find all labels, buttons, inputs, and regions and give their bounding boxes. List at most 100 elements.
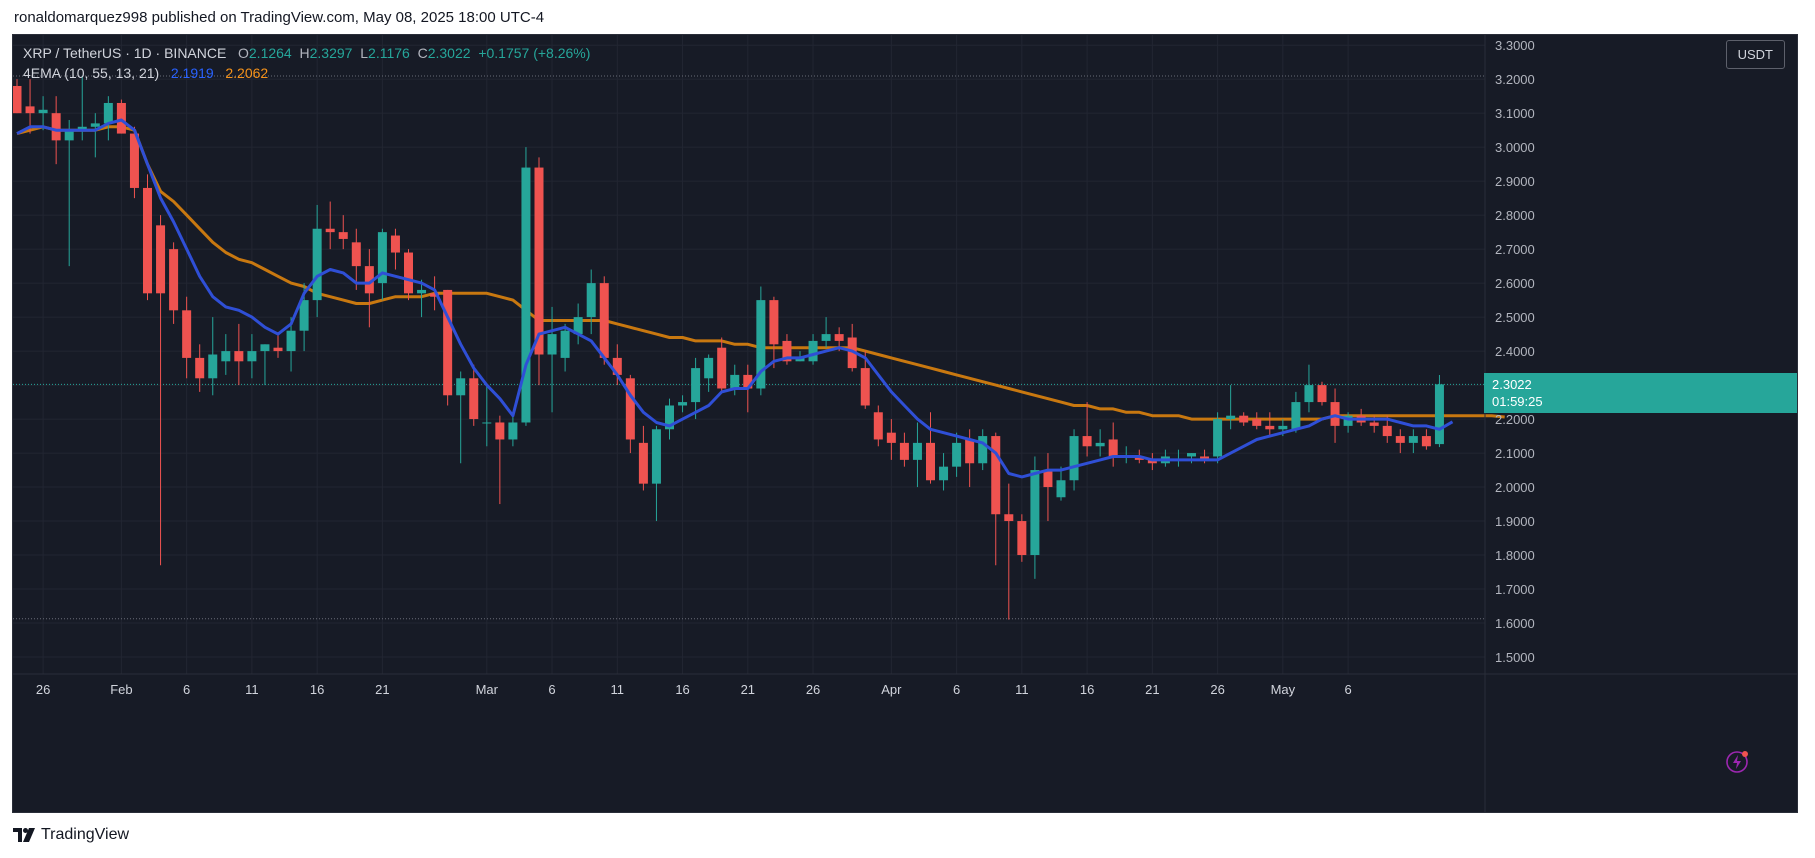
candle bbox=[795, 351, 805, 362]
candle-body bbox=[586, 283, 596, 318]
candle-body bbox=[1252, 419, 1262, 426]
candle bbox=[508, 412, 518, 447]
candle bbox=[1356, 408, 1366, 426]
candle-body bbox=[1421, 436, 1431, 447]
candle-body bbox=[665, 405, 674, 430]
candle bbox=[1213, 412, 1223, 464]
legend-symbol[interactable]: XRP / TetherUS · 1D · BINANCE bbox=[23, 45, 227, 61]
candle-body bbox=[64, 130, 74, 141]
legend-open-label: O bbox=[238, 45, 249, 61]
last-price: 2.3022 bbox=[1492, 377, 1532, 393]
candle-body bbox=[404, 252, 413, 294]
candle bbox=[651, 425, 661, 522]
candle bbox=[1265, 412, 1275, 437]
candle-body bbox=[1226, 415, 1236, 420]
candle-body bbox=[351, 242, 361, 267]
lightning-icon[interactable] bbox=[1725, 750, 1749, 774]
candle bbox=[234, 323, 244, 386]
candle-body bbox=[1082, 436, 1092, 447]
candle-body bbox=[691, 368, 701, 403]
chart-panel[interactable]: 1.5000 1.6000 1.7000 1.8000 1.9000 2.0000 2.10… bbox=[12, 34, 1798, 813]
ema-fast-path bbox=[16, 118, 1454, 479]
candle bbox=[64, 119, 74, 267]
ema-fast-value: 2.1919 bbox=[170, 65, 214, 81]
legend-low-label: L bbox=[360, 45, 369, 61]
candle bbox=[90, 113, 100, 158]
candle bbox=[821, 317, 831, 348]
y-tick-label: 1.9000 bbox=[1495, 514, 1535, 529]
y-tick-label: 1.7000 bbox=[1495, 582, 1535, 597]
candle bbox=[456, 371, 466, 464]
candles bbox=[13, 75, 1444, 620]
candle bbox=[221, 334, 231, 375]
candle bbox=[1095, 429, 1105, 457]
y-tick-label: 2.8000 bbox=[1495, 208, 1535, 223]
candle-body bbox=[51, 113, 61, 141]
candle-body bbox=[260, 344, 270, 352]
candle bbox=[547, 306, 557, 413]
x-tick-label: 6 bbox=[1344, 682, 1351, 697]
candle-body bbox=[390, 235, 400, 253]
x-tick-label: 26 bbox=[806, 682, 820, 697]
candle-body bbox=[704, 357, 714, 379]
x-tick-label: 11 bbox=[245, 682, 259, 697]
candle bbox=[482, 385, 492, 447]
candle bbox=[1395, 429, 1405, 454]
y-tick-label: 2.9000 bbox=[1495, 174, 1535, 189]
candle-body bbox=[873, 412, 883, 440]
x-tick-label: 21 bbox=[741, 682, 755, 697]
candle-body bbox=[939, 466, 949, 481]
candle bbox=[665, 398, 674, 440]
candle-body bbox=[1369, 422, 1379, 426]
x-tick-label: 6 bbox=[953, 682, 960, 697]
candle bbox=[404, 249, 413, 301]
footer-logo[interactable]: TradingView bbox=[13, 826, 129, 844]
candle bbox=[325, 201, 335, 250]
candle-body bbox=[638, 442, 648, 484]
candle bbox=[1030, 456, 1040, 579]
candle bbox=[1082, 402, 1092, 457]
candle bbox=[338, 215, 348, 250]
candle-body bbox=[1095, 442, 1105, 447]
candle-body bbox=[38, 109, 48, 114]
candle-body bbox=[795, 357, 805, 362]
y-tick-label: 2.2000 bbox=[1495, 412, 1535, 427]
candle-body bbox=[13, 85, 22, 114]
candle bbox=[25, 79, 35, 134]
candle-body bbox=[651, 429, 661, 484]
candle bbox=[808, 334, 818, 365]
y-tick-label: 3.1000 bbox=[1495, 106, 1535, 121]
candle-body bbox=[234, 351, 244, 362]
last-price-label: 2.3022 01:59:25 bbox=[1484, 373, 1797, 414]
candle bbox=[364, 249, 374, 328]
candle-body bbox=[129, 133, 139, 188]
candle bbox=[390, 228, 400, 270]
currency-button[interactable]: USDT bbox=[1725, 40, 1785, 69]
candle bbox=[377, 228, 387, 301]
candle-body bbox=[912, 442, 922, 460]
candle-body bbox=[443, 289, 453, 396]
grid bbox=[13, 35, 1485, 674]
candle bbox=[599, 276, 609, 365]
candle-body bbox=[534, 167, 544, 355]
y-tick-label: 1.5000 bbox=[1495, 650, 1535, 665]
ema-fast-line bbox=[16, 118, 1454, 479]
legend-low: 2.1176 bbox=[368, 45, 410, 61]
candle bbox=[1056, 466, 1066, 501]
candle-body bbox=[495, 422, 505, 440]
legend-open: 2.1264 bbox=[248, 45, 292, 61]
candle bbox=[1121, 446, 1131, 464]
candle-body bbox=[573, 317, 583, 335]
candle bbox=[730, 364, 740, 396]
candlestick-chart[interactable]: 1.5000 1.6000 1.7000 1.8000 1.9000 2.0000 2.10… bbox=[13, 35, 1798, 813]
candle bbox=[116, 99, 126, 134]
candle-body bbox=[678, 402, 688, 406]
candle bbox=[691, 357, 701, 420]
legend-close: 2.3022 bbox=[427, 45, 471, 61]
indicator-name[interactable]: 4EMA (10, 55, 13, 21) bbox=[23, 65, 160, 81]
y-tick-label: 1.8000 bbox=[1495, 548, 1535, 563]
x-tick-label: 11 bbox=[611, 682, 625, 697]
candle-body bbox=[847, 337, 857, 369]
candle-body bbox=[182, 310, 192, 358]
candle-body bbox=[612, 357, 622, 375]
